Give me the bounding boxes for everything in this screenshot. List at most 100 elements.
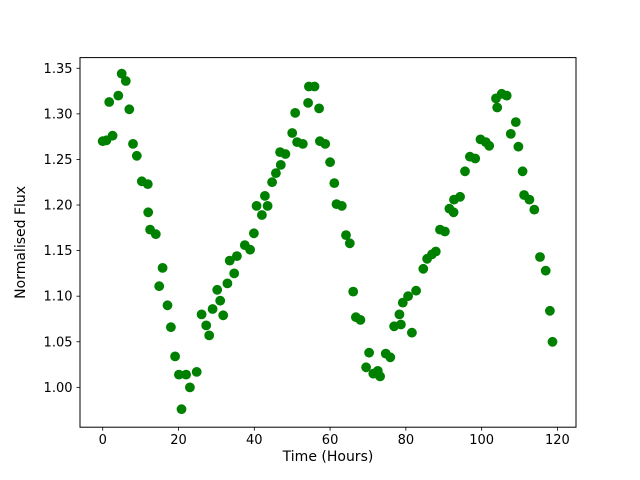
data-point <box>510 117 521 127</box>
data-point <box>430 246 441 257</box>
data-point <box>157 263 168 273</box>
data-point <box>309 81 320 92</box>
y-tick-label: 1.10 <box>44 290 73 305</box>
data-point <box>470 153 481 164</box>
data-point <box>394 309 405 320</box>
y-tick-label: 1.00 <box>44 381 73 396</box>
data-point <box>505 129 516 139</box>
x-tick-label: 100 <box>469 433 494 448</box>
data-point <box>540 265 551 276</box>
data-point <box>124 104 135 115</box>
y-tick-label: 1.35 <box>44 62 73 77</box>
data-point <box>249 228 259 239</box>
data-point <box>418 263 429 274</box>
data-point <box>150 229 161 240</box>
data-point <box>143 207 154 218</box>
data-point <box>215 295 226 306</box>
data-point <box>455 191 465 202</box>
y-tick-label: 1.25 <box>44 153 73 168</box>
data-point <box>181 369 192 380</box>
data-point <box>484 140 495 151</box>
data-point <box>196 309 207 320</box>
x-tick-label: 120 <box>545 433 570 448</box>
data-point <box>535 252 545 262</box>
data-point <box>344 238 355 249</box>
data-point <box>104 97 115 107</box>
data-point <box>341 230 351 241</box>
data-point <box>440 226 450 237</box>
data-point <box>297 139 308 149</box>
x-tick-label: 60 <box>322 433 339 448</box>
data-point <box>524 194 535 205</box>
data-point <box>113 90 124 101</box>
data-point <box>162 300 173 311</box>
data-point <box>128 139 138 149</box>
data-point <box>329 178 340 189</box>
data-point <box>492 102 503 113</box>
data-point <box>107 130 118 141</box>
data-point <box>201 320 212 331</box>
data-point <box>131 150 142 161</box>
data-point <box>403 291 413 302</box>
x-axis-label: Time (Hours) <box>282 449 374 465</box>
data-point <box>545 305 555 316</box>
data-point <box>513 141 524 152</box>
data-point <box>271 168 281 179</box>
data-point <box>267 177 277 188</box>
data-point <box>361 362 371 373</box>
data-point <box>218 310 229 321</box>
data-point <box>262 201 273 211</box>
data-point <box>191 367 202 377</box>
data-point <box>251 201 262 211</box>
data-point <box>396 319 406 330</box>
data-point <box>120 76 131 86</box>
data-point <box>212 284 223 295</box>
data-point <box>336 201 347 211</box>
data-point <box>375 371 385 382</box>
data-point <box>348 286 359 297</box>
data-point <box>229 268 240 279</box>
data-point <box>411 285 421 296</box>
data-point <box>275 160 286 170</box>
data-point <box>222 278 233 289</box>
data-point <box>407 327 417 338</box>
y-tick-label: 1.20 <box>44 199 73 214</box>
data-point <box>517 166 528 177</box>
x-tick-label: 0 <box>99 433 107 448</box>
data-point <box>287 128 298 138</box>
data-point <box>207 304 218 314</box>
data-point <box>364 347 374 358</box>
data-point <box>280 149 291 159</box>
data-points <box>97 68 558 415</box>
data-point <box>314 103 324 114</box>
data-point <box>176 404 187 415</box>
data-point <box>185 382 195 393</box>
data-point <box>174 369 184 380</box>
data-point <box>529 204 540 215</box>
data-point <box>154 281 165 292</box>
axis-ticks: 0 20 40 60 80 100 120 1.00 1.05 1.10 1.15 1.20 1.25 1… <box>44 62 570 448</box>
data-point <box>257 210 267 220</box>
data-point <box>448 207 459 218</box>
data-point <box>320 139 331 149</box>
data-point <box>385 352 396 363</box>
x-tick-label: 40 <box>246 433 263 448</box>
y-tick-label: 1.05 <box>44 335 73 350</box>
data-point <box>116 68 127 79</box>
axes-frame <box>79 57 577 428</box>
y-tick-label: 1.30 <box>44 107 73 122</box>
x-tick-label: 80 <box>398 433 415 448</box>
data-point <box>232 251 242 261</box>
data-point <box>224 255 235 266</box>
y-axis-label: Normalised Flux <box>13 186 29 299</box>
data-point <box>260 191 270 201</box>
data-point <box>142 179 153 190</box>
data-point <box>325 157 335 168</box>
data-point <box>501 90 512 101</box>
data-point <box>547 336 558 347</box>
data-point <box>303 98 313 108</box>
data-point <box>245 244 256 255</box>
x-tick-label: 20 <box>170 433 187 448</box>
